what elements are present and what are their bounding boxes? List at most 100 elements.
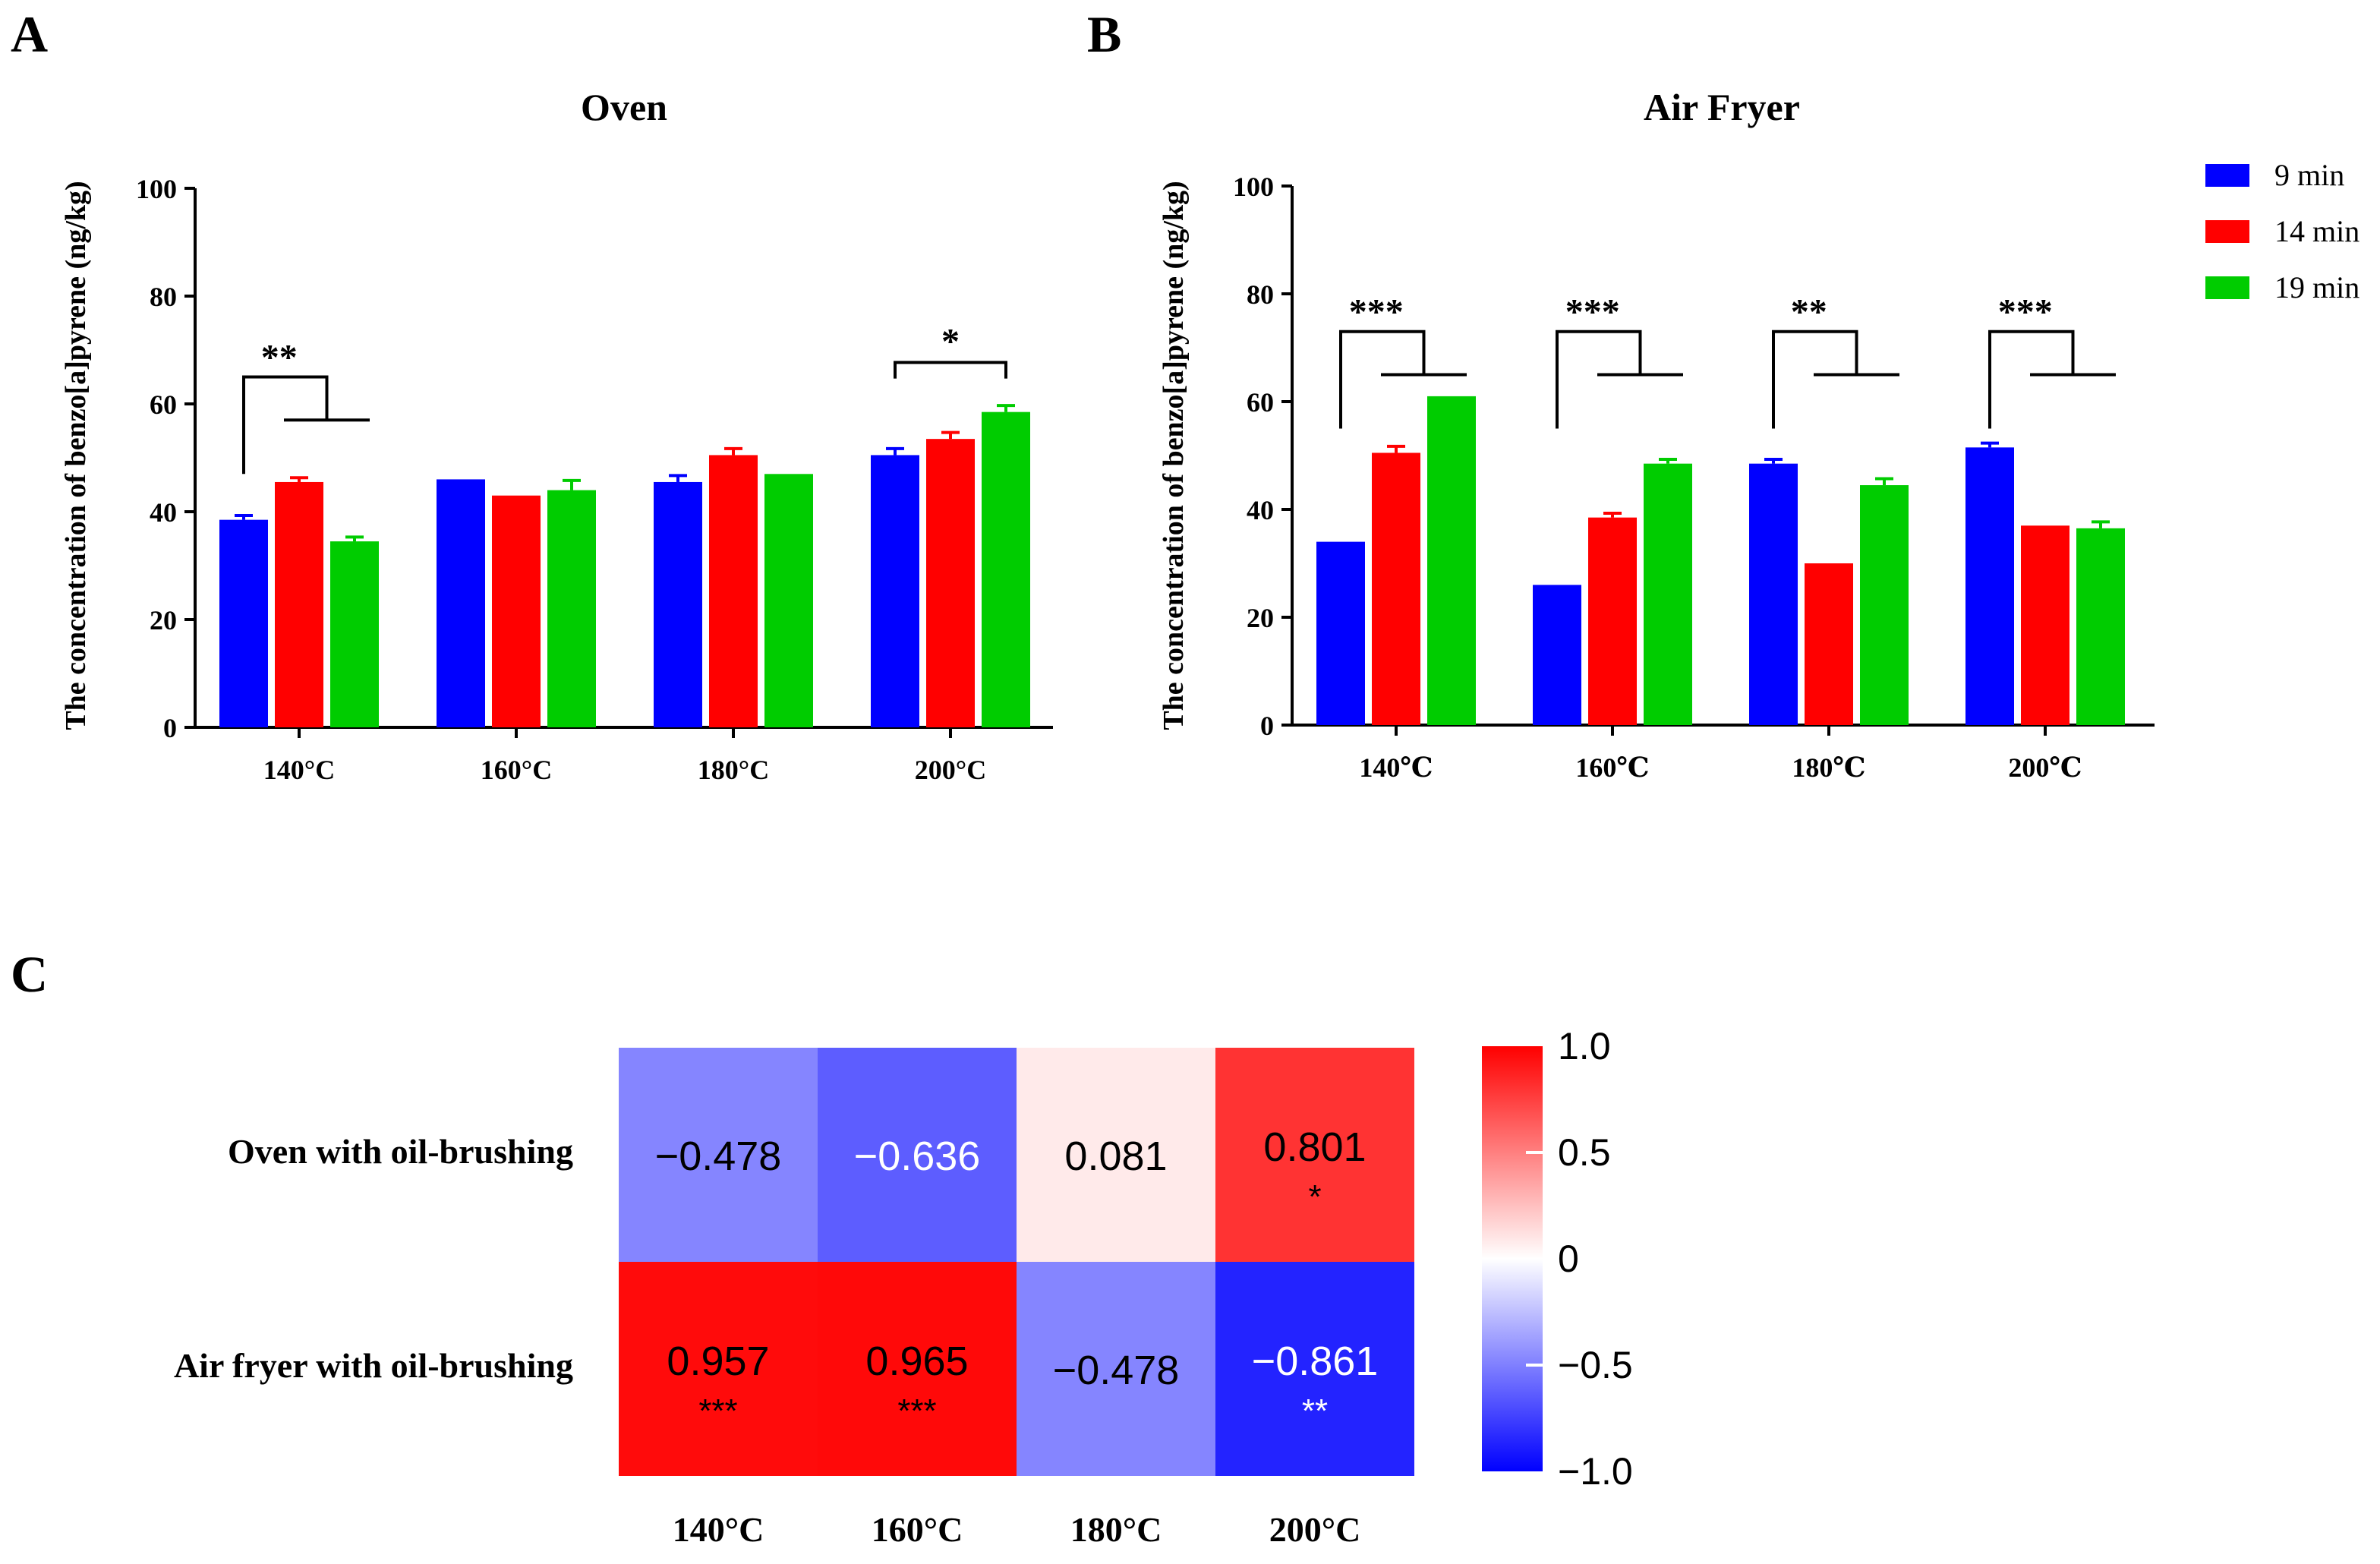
heatmap-cell bbox=[1017, 1048, 1215, 1262]
oven-bar-chart: Oven The concentration of benzo[a]pyrene… bbox=[60, 86, 1053, 785]
colorbar-tick-label: −1.0 bbox=[1558, 1450, 1633, 1493]
heatmap-row-label: Oven with oil-brushing bbox=[228, 1132, 573, 1171]
bar bbox=[2021, 525, 2069, 725]
heatmap-cell bbox=[1215, 1262, 1414, 1476]
heatmap-column-label: 140°C bbox=[673, 1510, 764, 1549]
air-fryer-bar-chart: Air Fryer The concentration of benzo[a]p… bbox=[1158, 86, 2360, 783]
significance-bracket bbox=[1339, 330, 1426, 429]
chart-title: Air Fryer bbox=[1644, 86, 1800, 128]
heatmap-cell bbox=[818, 1262, 1017, 1476]
y-tick-label: 100 bbox=[1233, 172, 1274, 202]
heatmap-value: 0.801 bbox=[1263, 1124, 1366, 1170]
heatmap-row-label: Air fryer with oil-brushing bbox=[174, 1346, 573, 1385]
colorbar-tick-label: −0.5 bbox=[1558, 1344, 1633, 1386]
significance-bracket bbox=[894, 361, 1007, 379]
heatmap-value: 0.957 bbox=[667, 1339, 769, 1384]
bar bbox=[871, 455, 919, 727]
legend-swatch bbox=[2205, 276, 2249, 299]
x-tick-label: 160°C bbox=[481, 755, 552, 785]
significance-label: ** bbox=[1791, 292, 1827, 333]
heatmap-significance: *** bbox=[698, 1392, 737, 1430]
x-tick-label: 200°C bbox=[915, 755, 986, 785]
heatmap-cell bbox=[1215, 1048, 1414, 1262]
bar bbox=[275, 481, 323, 727]
colorbar-tick-label: 0.5 bbox=[1558, 1131, 1611, 1174]
heatmap-column-label: 180°C bbox=[1070, 1510, 1162, 1549]
x-tick-label: 140°C bbox=[263, 755, 335, 785]
bar bbox=[654, 481, 702, 727]
legend: 9 min 14 min 19 min bbox=[2205, 158, 2360, 304]
x-tick-label: 140℃ bbox=[1359, 752, 1433, 783]
y-axis-label: The concentration of benzo[a]pyrene (ng/… bbox=[60, 181, 92, 730]
bar bbox=[1372, 452, 1420, 725]
correlation-heatmap: Oven with oil-brushing Air fryer with oi… bbox=[174, 1025, 1633, 1549]
bar bbox=[437, 479, 485, 727]
y-tick-label: 0 bbox=[1260, 711, 1274, 741]
heatmap-cell bbox=[619, 1048, 818, 1262]
x-tick-label: 180°C bbox=[698, 755, 769, 785]
y-tick-label: 20 bbox=[150, 605, 177, 635]
significance-label: * bbox=[941, 321, 960, 361]
bar bbox=[1588, 517, 1637, 725]
chart-title: Oven bbox=[581, 86, 667, 128]
y-tick-label: 20 bbox=[1247, 603, 1274, 633]
y-tick-label: 100 bbox=[136, 174, 177, 204]
bar bbox=[1860, 485, 1909, 725]
bar bbox=[709, 455, 758, 727]
bar bbox=[547, 490, 596, 727]
significance-label: *** bbox=[1349, 292, 1404, 333]
bar bbox=[330, 541, 379, 727]
legend-label: 14 min bbox=[2274, 214, 2360, 248]
heatmap-value: −0.636 bbox=[854, 1134, 981, 1179]
panel-letter-c: C bbox=[11, 945, 48, 1003]
heatmap-value: 0.965 bbox=[865, 1339, 968, 1384]
significance-bracket bbox=[1772, 330, 1858, 429]
heatmap-significance: ** bbox=[1302, 1392, 1328, 1430]
heatmap-significance: *** bbox=[897, 1392, 936, 1430]
significance-bracket bbox=[242, 375, 329, 475]
x-tick-label: 200℃ bbox=[2008, 752, 2082, 783]
heatmap-value: −0.478 bbox=[1053, 1348, 1180, 1393]
bar bbox=[492, 495, 541, 727]
colorbar-tick-label: 1.0 bbox=[1558, 1025, 1611, 1067]
legend-label: 9 min bbox=[2274, 158, 2344, 192]
colorbar bbox=[1482, 1046, 1543, 1471]
significance-bracket bbox=[1988, 330, 2075, 429]
bar bbox=[1965, 447, 2014, 725]
bar bbox=[982, 411, 1030, 727]
bar bbox=[1644, 463, 1692, 725]
significance-bracket bbox=[1556, 330, 1642, 429]
heatmap-column-label: 200°C bbox=[1269, 1510, 1361, 1549]
heatmap-value: −0.861 bbox=[1252, 1339, 1379, 1384]
bar bbox=[1533, 585, 1581, 725]
heatmap-value: −0.478 bbox=[655, 1134, 782, 1179]
heatmap-column-label: 160°C bbox=[872, 1510, 963, 1549]
y-tick-label: 40 bbox=[150, 497, 177, 528]
heatmap-cell bbox=[818, 1048, 1017, 1262]
y-axis-label: The concentration of benzo[a]pyrene (ng/… bbox=[1158, 181, 1190, 730]
bar bbox=[219, 519, 268, 727]
bar bbox=[2076, 528, 2125, 725]
significance-label: ** bbox=[261, 338, 298, 378]
x-tick-label: 180℃ bbox=[1792, 752, 1865, 783]
y-tick-label: 80 bbox=[150, 282, 177, 312]
legend-label: 19 min bbox=[2274, 270, 2360, 304]
bar bbox=[1427, 396, 1476, 725]
significance-label: *** bbox=[1998, 292, 2053, 333]
significance-label: *** bbox=[1565, 292, 1620, 333]
panel-letter-a: A bbox=[11, 5, 48, 63]
legend-swatch bbox=[2205, 164, 2249, 187]
heatmap-cell bbox=[1017, 1262, 1215, 1476]
panel-letter-b: B bbox=[1087, 5, 1121, 63]
bar bbox=[1805, 563, 1853, 725]
y-tick-label: 60 bbox=[150, 389, 177, 420]
bar bbox=[764, 474, 813, 727]
colorbar-tick-label: 0 bbox=[1558, 1238, 1579, 1280]
bar bbox=[1749, 463, 1798, 725]
x-tick-label: 160℃ bbox=[1575, 752, 1649, 783]
bar bbox=[926, 439, 975, 727]
heatmap-cell bbox=[619, 1262, 818, 1476]
heatmap-value: 0.081 bbox=[1064, 1134, 1167, 1179]
y-tick-label: 0 bbox=[163, 713, 177, 743]
